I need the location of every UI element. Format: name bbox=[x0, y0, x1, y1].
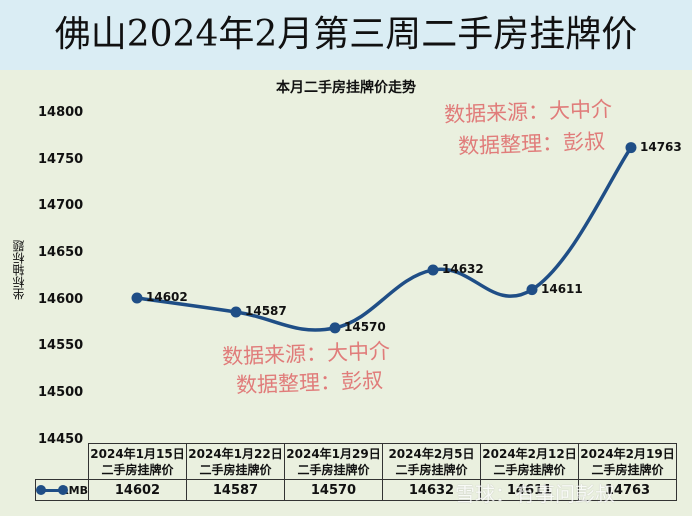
data-point-marker bbox=[427, 264, 439, 276]
series-line bbox=[135, 145, 633, 332]
data-label: 14611 bbox=[541, 281, 583, 296]
y-tick: 14650 bbox=[38, 245, 84, 260]
data-label: 14632 bbox=[442, 261, 484, 276]
data-point-marker bbox=[131, 292, 143, 304]
y-tick: 14500 bbox=[38, 385, 84, 400]
y-tick: 14750 bbox=[38, 152, 84, 167]
watermark-editor: 数据整理：彭叔 bbox=[235, 368, 384, 398]
data-point-marker bbox=[625, 142, 637, 154]
data-label: 14763 bbox=[640, 139, 682, 154]
data-point-marker bbox=[329, 322, 341, 334]
data-table: 2024年1月15日 二手房挂牌价 2024年1月22日 二手房挂牌价 2024年1… bbox=[35, 443, 677, 501]
legend-marker-icon bbox=[58, 485, 68, 495]
table-cell: 14611 bbox=[480, 479, 579, 501]
data-label: 14602 bbox=[146, 289, 188, 304]
table-cell: 14632 bbox=[382, 479, 481, 501]
table-corner bbox=[36, 444, 89, 480]
data-point-marker bbox=[230, 306, 242, 318]
table-cell: 14587 bbox=[186, 479, 285, 501]
column-header: 2024年2月12日 二手房挂牌价 bbox=[480, 443, 579, 480]
y-tick: 14700 bbox=[38, 198, 84, 213]
page-title: 佛山2024年2月第三周二手房挂牌价 bbox=[54, 14, 638, 55]
legend-marker-icon bbox=[36, 485, 46, 495]
column-header: 2024年1月22日 二手房挂牌价 bbox=[186, 443, 285, 480]
platform-watermark: 雪球：有事问彭叔 bbox=[455, 482, 615, 506]
table-cell: 14570 bbox=[284, 479, 383, 501]
data-markers bbox=[131, 142, 637, 334]
chart-title: 本月二手房挂牌价走势 bbox=[276, 80, 416, 96]
legend-key: RMB bbox=[35, 479, 89, 501]
y-tick: 14600 bbox=[38, 292, 84, 307]
y-tick: 14550 bbox=[38, 338, 84, 353]
data-label: 14587 bbox=[245, 304, 287, 318]
y-tick: 14450 bbox=[38, 432, 84, 447]
chart-area bbox=[0, 70, 692, 516]
data-point-marker bbox=[526, 284, 538, 296]
table-cell: 14602 bbox=[88, 479, 187, 501]
watermark-source: 数据来源：大中介 bbox=[443, 97, 613, 127]
watermark-editor: 数据整理：彭叔 bbox=[457, 129, 606, 159]
column-header: 2024年1月29日 二手房挂牌价 bbox=[284, 443, 383, 480]
legend-line-icon bbox=[39, 489, 65, 492]
data-label: 14570 bbox=[344, 319, 386, 334]
table-cell: 14763 bbox=[578, 479, 677, 501]
column-header: 2024年2月19日 二手房挂牌价 bbox=[578, 443, 677, 480]
y-tick: 14800 bbox=[38, 105, 84, 120]
column-header: 2024年2月5日 二手房挂牌价 bbox=[382, 443, 481, 480]
column-header: 2024年1月15日 二手房挂牌价 bbox=[88, 443, 187, 480]
table-row: RMB 14602 14587 14570 14632 14611 14763 bbox=[35, 479, 677, 501]
page-header: 佛山2024年2月第三周二手房挂牌价 bbox=[0, 0, 692, 70]
